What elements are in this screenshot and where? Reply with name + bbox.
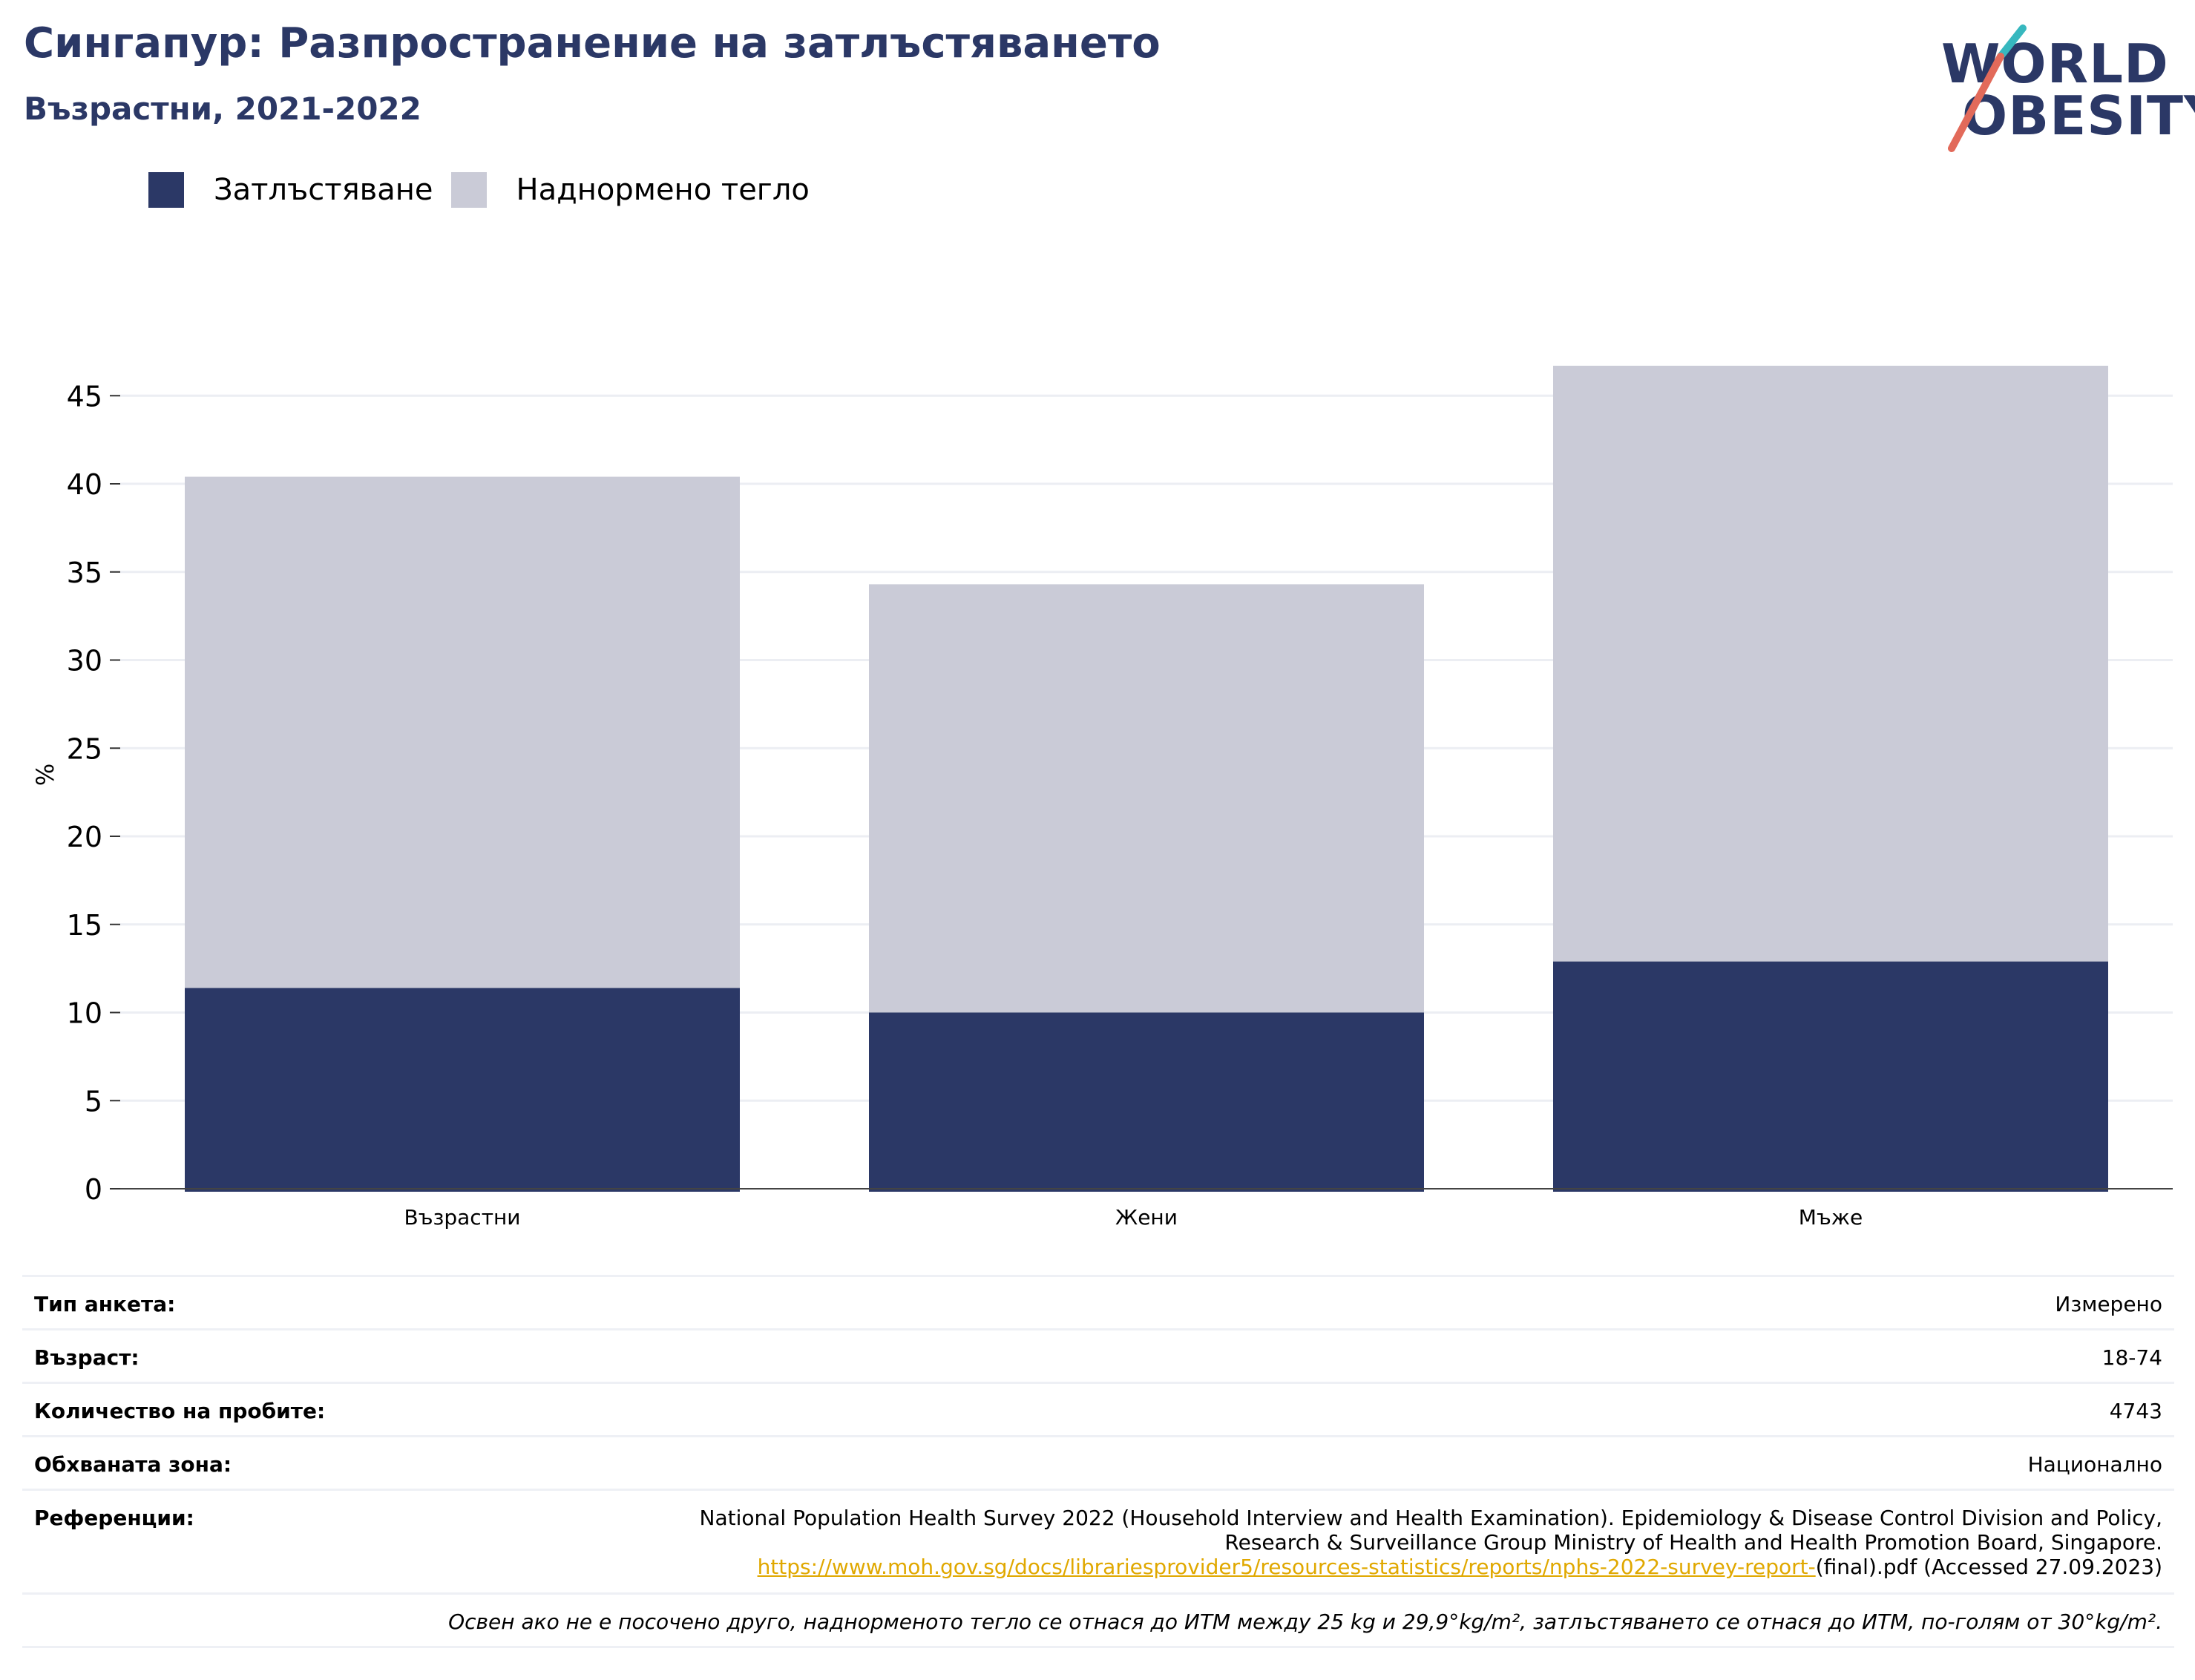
y-tick-label-25: 25: [67, 732, 102, 765]
legend-label-overweight: Наднормено тегло: [516, 173, 810, 207]
sample-value: 4743: [565, 1382, 2174, 1437]
bar-overweight-1: [869, 584, 1424, 1013]
bar-overweight-0: [185, 476, 740, 988]
references-link[interactable]: https://www.moh.gov.sg/docs/librariespro…: [757, 1555, 1816, 1579]
bar-obesity-2: [1553, 961, 2108, 1192]
y-tick-label-30: 30: [67, 645, 102, 677]
bar-overweight-2: [1553, 365, 2108, 962]
info-row-age: Възраст: 18-74: [22, 1328, 2174, 1383]
references-tail: (final).pdf (Accessed 27.09.2023): [1815, 1555, 2162, 1579]
y-tick-label-40: 40: [67, 468, 102, 501]
y-tick-label-0: 0: [85, 1173, 102, 1206]
y-tick-label-10: 10: [67, 997, 102, 1030]
info-row-survey-type: Тип анкета: Измерено: [22, 1275, 2174, 1330]
legend-item-obesity: Затлъстяване: [148, 172, 433, 208]
chart-legend: Затлъстяване Наднормено тегло: [148, 169, 827, 211]
survey-info-table: Тип анкета: Измерено Възраст: 18-74 Коли…: [22, 1275, 2174, 1648]
references-label: Референции:: [22, 1489, 565, 1594]
legend-item-overweight: Наднормено тегло: [450, 172, 810, 208]
stacked-bar-chart: 0 5 10 15 20 25 30 35 40 45% Възрастни Жени Мъже: [31, 365, 2173, 1230]
y-tick-label-35: 35: [67, 557, 102, 589]
references-line1: National Population Health Survey 2022 (…: [699, 1506, 2162, 1530]
survey-type-value: Измерено: [565, 1275, 2174, 1330]
world-obesity-logo: WORLD OBESITY: [1937, 21, 2195, 154]
y-axis-label: %: [31, 764, 59, 786]
sample-label: Количество на пробите:: [22, 1382, 565, 1437]
info-row-sample: Количество на пробите: 4743: [22, 1382, 2174, 1437]
survey-type-label: Тип анкета:: [22, 1275, 565, 1330]
legend-label-obesity: Затлъстяване: [214, 173, 433, 207]
y-tick-label-15: 15: [67, 909, 102, 942]
page-title: Сингапур: Разпространение на затлъстяван…: [24, 19, 1161, 68]
area-label: Обхваната зона:: [22, 1435, 565, 1490]
legend-swatch-overweight: [450, 172, 487, 208]
logo-line2: OBESITY: [1962, 85, 2195, 147]
page-subtitle: Възрастни, 2021-2022: [24, 91, 421, 127]
y-tick-label-45: 45: [67, 380, 102, 413]
x-tick-label-2: Мъже: [1799, 1205, 1863, 1230]
info-row-references: Референции: National Population Health S…: [22, 1489, 2174, 1594]
area-value: Национално: [565, 1435, 2174, 1490]
references-line2: Research & Surveillance Group Ministry o…: [1224, 1530, 2162, 1555]
age-label: Възраст:: [22, 1328, 565, 1383]
references-value: National Population Health Survey 2022 (…: [565, 1489, 2174, 1594]
definition-note: Освен ако не е посочено друго, наднормен…: [22, 1592, 2174, 1648]
info-row-area: Обхваната зона: Национално: [22, 1435, 2174, 1490]
bar-obesity-0: [185, 988, 740, 1192]
x-tick-label-0: Възрастни: [404, 1205, 520, 1230]
y-tick-label-20: 20: [67, 821, 102, 853]
age-value: 18-74: [565, 1328, 2174, 1383]
logo-slash-icon: [1948, 24, 2027, 152]
info-row-note: Освен ако не е посочено друго, наднормен…: [22, 1592, 2174, 1648]
y-tick-label-5: 5: [85, 1085, 102, 1118]
legend-swatch-obesity: [148, 172, 184, 208]
logo-line1: WORLD: [1941, 33, 2169, 95]
references-line3: https://www.moh.gov.sg/docs/librariespro…: [577, 1555, 2162, 1579]
x-tick-label-1: Жени: [1115, 1205, 1178, 1230]
bar-obesity-1: [869, 1012, 1424, 1192]
